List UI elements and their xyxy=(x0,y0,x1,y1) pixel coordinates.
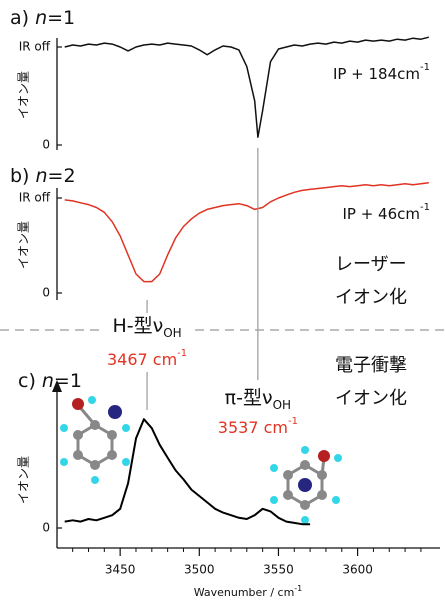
y-tick-label: IR off xyxy=(19,40,51,54)
x-tick-label: 3550 xyxy=(263,563,294,577)
ip-text: IP + 184cm xyxy=(333,65,420,83)
panel-variable: n xyxy=(35,165,47,187)
y-tick-label: 0 xyxy=(42,521,50,535)
peak-value: 3537 cm xyxy=(218,418,288,437)
ionization-method: イオン化 xyxy=(335,388,407,409)
peak-value: 3467 cm xyxy=(107,350,177,369)
panel-value: =1 xyxy=(47,7,75,29)
panel-variable: n xyxy=(35,7,47,29)
peak-type: π-型ν xyxy=(225,387,273,409)
peak-subscript: OH xyxy=(273,398,291,412)
peak-superscript: -1 xyxy=(177,348,187,359)
figure: a)n=1イオン量IR off0IP + 184cm-1b)n=2イオン量IR … xyxy=(0,0,445,604)
panel-letter: b) xyxy=(10,165,29,187)
x-axis-label: Wavenumber / cm-1 xyxy=(194,584,303,600)
ionization-method: イオン化 xyxy=(335,287,407,308)
y-axis-label: イオン量 xyxy=(17,71,31,119)
y-axis-label: イオン量 xyxy=(17,221,31,269)
x-tick-label: 3500 xyxy=(184,563,215,577)
molecule-h-type xyxy=(60,396,130,484)
peak-position: 3537 cm-1 xyxy=(218,416,298,437)
x-tick-label: 3450 xyxy=(105,563,136,577)
x-tick-label: 3600 xyxy=(342,563,373,577)
panel-title: c)n=1 xyxy=(18,370,82,392)
y-tick-label: 0 xyxy=(42,286,50,300)
panel-variable: n xyxy=(42,370,54,392)
peak-type: H-型ν xyxy=(112,315,163,337)
panel-title: a) n=1 xyxy=(10,7,75,29)
peak-subscript: OH xyxy=(163,326,181,340)
y-tick-label: IR off xyxy=(19,191,51,205)
ionization-method: 電子衝撃 xyxy=(335,355,407,376)
ionization-potential: IP + 184cm-1 xyxy=(333,62,430,83)
panel-title: b) n=2 xyxy=(10,165,76,187)
ionization-potential: IP + 46cm-1 xyxy=(342,202,430,223)
panel-letter: c) xyxy=(18,370,36,392)
peak-superscript: -1 xyxy=(288,416,298,427)
x-label-superscript: -1 xyxy=(294,584,302,593)
ip-superscript: -1 xyxy=(420,62,430,73)
ip-superscript: -1 xyxy=(420,202,430,213)
ionization-method: レーザー xyxy=(335,254,407,275)
y-axis-label: イオン量 xyxy=(17,456,31,504)
panel-letter: a) xyxy=(10,7,29,29)
spectrum xyxy=(65,37,429,137)
panel-value: =2 xyxy=(48,165,76,187)
y-tick-label: 0 xyxy=(42,138,50,152)
peak-position: 3467 cm-1 xyxy=(107,348,187,369)
x-label-text: Wavenumber / cm xyxy=(194,586,295,599)
molecule-pi-type xyxy=(270,446,342,524)
ip-text: IP + 46cm xyxy=(342,205,420,223)
